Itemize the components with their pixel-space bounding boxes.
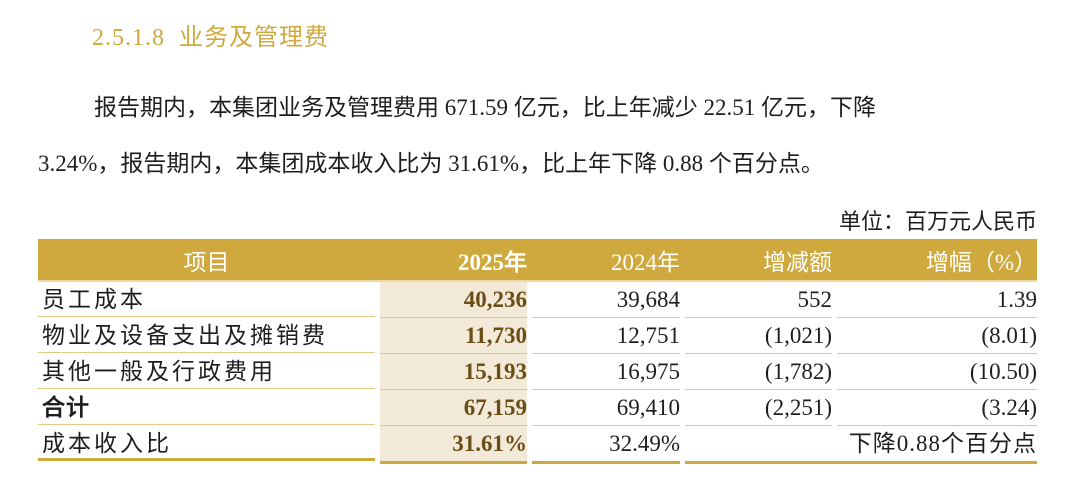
summary-paragraph: 报告期内，本集团业务及管理费用 671.59 亿元，比上年减少 22.51 亿元… xyxy=(38,80,1038,192)
expense-table: 项目 2025年 2024年 增减额 增幅（%） 员工成本 40,236 39,… xyxy=(38,239,1037,464)
table-row: 物业及设备支出及摊销费 11,730 12,751 (1,021) (8.01) xyxy=(38,318,1037,354)
header-2024: 2024年 xyxy=(611,249,680,275)
row-2024: 32.49% xyxy=(532,426,680,464)
row-2025: 15,193 xyxy=(380,354,527,390)
header-item: 项目 xyxy=(183,249,230,275)
row-item: 成本收入比 xyxy=(38,426,375,461)
row-2024: 39,684 xyxy=(532,282,680,318)
header-change: 增减额 xyxy=(763,249,832,275)
section-title: 业务及管理费 xyxy=(179,25,329,51)
section-heading: 2.5.1.8 业务及管理费 xyxy=(92,17,329,52)
row-change: (1,021) xyxy=(685,318,832,354)
table-row: 员工成本 40,236 39,684 552 1.39 xyxy=(38,282,1037,318)
section-number: 2.5.1.8 xyxy=(92,25,165,51)
row-2025: 67,159 xyxy=(380,390,527,426)
row-2025: 31.61% xyxy=(380,426,527,464)
paragraph-line-2: 3.24%，报告期内，本集团成本收入比为 31.61%，比上年下降 0.88 个… xyxy=(38,151,824,176)
row-change: (2,251) xyxy=(685,390,832,426)
row-2025: 11,730 xyxy=(380,318,527,354)
row-item: 物业及设备支出及摊销费 xyxy=(38,318,375,353)
unit-label: 单位：百万元人民币 xyxy=(838,209,1037,234)
row-item: 合计 xyxy=(38,390,375,425)
paragraph-line-1: 报告期内，本集团业务及管理费用 671.59 亿元，比上年减少 22.51 亿元… xyxy=(94,95,876,120)
row-2024: 16,975 xyxy=(532,354,680,390)
row-item: 其他一般及行政费用 xyxy=(38,354,375,389)
row-2024: 12,751 xyxy=(532,318,680,354)
table-header: 项目 2025年 2024年 增减额 增幅（%） xyxy=(38,239,1037,282)
table-row: 其他一般及行政费用 15,193 16,975 (1,782) (10.50) xyxy=(38,354,1037,390)
row-change: 552 xyxy=(685,282,832,318)
row-pct: (10.50) xyxy=(837,354,1037,390)
header-2025: 2025年 xyxy=(458,249,527,275)
row-change: (1,782) xyxy=(685,354,832,390)
row-pct: (3.24) xyxy=(837,390,1037,426)
table-row-total: 合计 67,159 69,410 (2,251) (3.24) xyxy=(38,390,1037,426)
row-item: 员工成本 xyxy=(38,282,375,317)
table-row-cost-income-ratio: 成本收入比 31.61% 32.49% 下降0.88个百分点 xyxy=(38,426,1037,464)
row-2025: 40,236 xyxy=(380,282,527,318)
row-pct: (8.01) xyxy=(837,318,1037,354)
row-pct: 1.39 xyxy=(837,282,1037,318)
row-change-note: 下降0.88个百分点 xyxy=(685,426,1037,464)
row-2024: 69,410 xyxy=(532,390,680,426)
header-pct: 增幅（%） xyxy=(925,249,1037,275)
